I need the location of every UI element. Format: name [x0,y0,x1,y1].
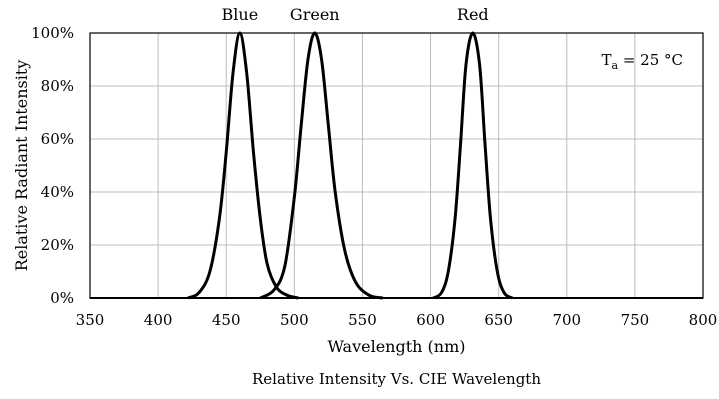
peak-labels: Blue Green Red [222,5,489,24]
curve-red [432,31,514,300]
y-tick-40: 40% [41,183,74,201]
peak-label-blue: Blue [222,5,259,24]
spectrum-curves [187,31,514,300]
curve-blue [187,31,299,300]
x-tick-400: 400 [144,311,173,329]
x-tick-550: 550 [348,311,377,329]
x-tick-600: 600 [416,311,445,329]
plot-frame [89,32,704,299]
curve-green [259,31,384,300]
annotation-subscript: a [612,59,619,72]
peak-label-green: Green [290,5,340,24]
y-tick-20: 20% [41,236,74,254]
y-tick-0: 0% [50,289,74,307]
x-axis-label: Wavelength (nm) [327,337,465,356]
y-tick-60: 60% [41,130,74,148]
annotation-symbol: T [601,51,611,69]
x-tick-750: 750 [621,311,650,329]
y-tick-80: 80% [41,77,74,95]
temperature-annotation: Ta = 25 °C [601,51,683,72]
y-axis-label: Relative Radiant Intensity [12,60,31,272]
x-tick-650: 650 [484,311,513,329]
x-tick-500: 500 [280,311,309,329]
x-tick-labels: 350 400 450 500 550 600 650 700 750 800 [76,311,718,329]
chart-caption: Relative Intensity Vs. CIE Wavelength [252,370,541,388]
annotation-value: = 25 °C [618,51,683,69]
x-tick-800: 800 [689,311,718,329]
y-tick-100: 100% [31,24,74,42]
x-tick-350: 350 [76,311,105,329]
gridlines [89,32,704,299]
x-tick-450: 450 [212,311,241,329]
x-tick-700: 700 [552,311,581,329]
peak-label-red: Red [457,5,489,24]
y-tick-labels: 0% 20% 40% 60% 80% 100% [31,24,74,307]
